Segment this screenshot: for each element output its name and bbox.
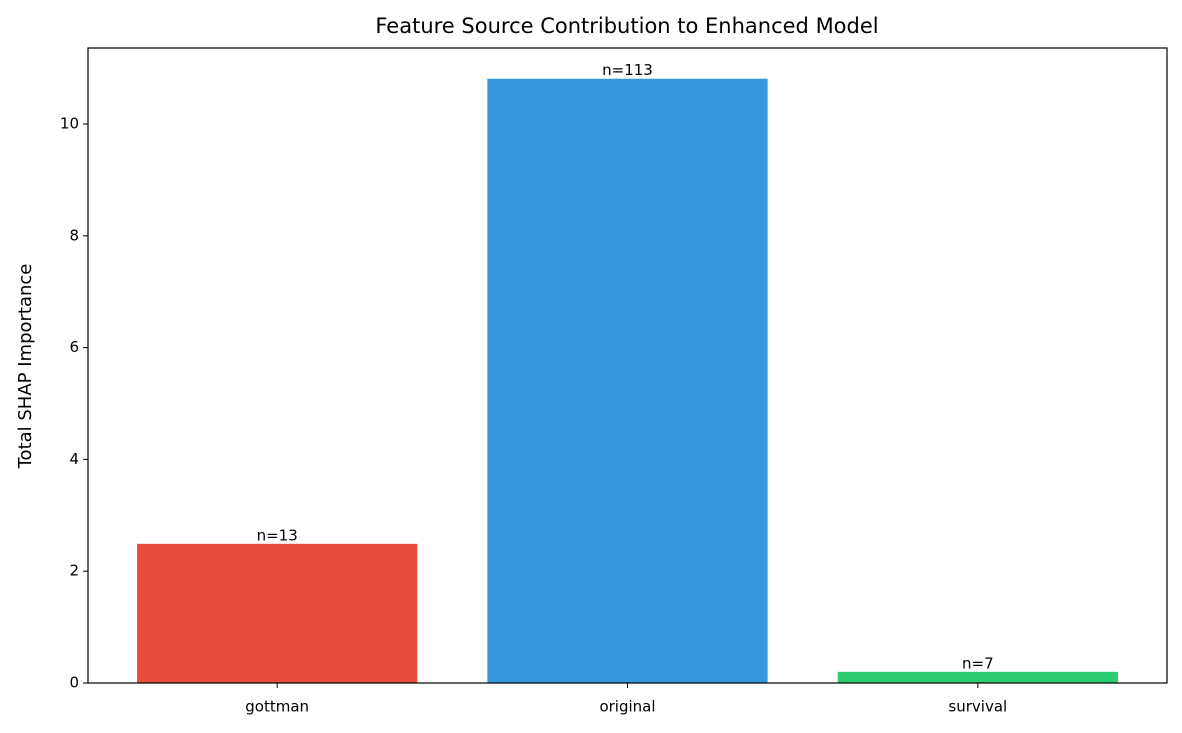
y-tick-label: 2 bbox=[69, 562, 79, 580]
y-axis-label: Total SHAP Importance bbox=[15, 264, 36, 470]
bar bbox=[137, 543, 418, 683]
x-tick-label: survival bbox=[948, 698, 1007, 716]
y-tick-label: 8 bbox=[69, 226, 79, 244]
y-tick-label: 0 bbox=[69, 674, 79, 692]
y-tick-label: 10 bbox=[60, 115, 79, 133]
plot-frame bbox=[87, 47, 1168, 684]
chart-title: Feature Source Contribution to Enhanced … bbox=[375, 14, 878, 38]
bar bbox=[487, 78, 768, 683]
bar-annotation: n=13 bbox=[257, 526, 298, 544]
x-tick-label: gottman bbox=[245, 698, 309, 716]
bar bbox=[837, 671, 1118, 683]
bar-annotation: n=113 bbox=[602, 61, 653, 79]
y-tick-label: 6 bbox=[69, 338, 79, 356]
bar-annotation: n=7 bbox=[962, 654, 994, 672]
x-tick-label: original bbox=[599, 698, 655, 716]
y-tick-label: 4 bbox=[69, 450, 79, 468]
